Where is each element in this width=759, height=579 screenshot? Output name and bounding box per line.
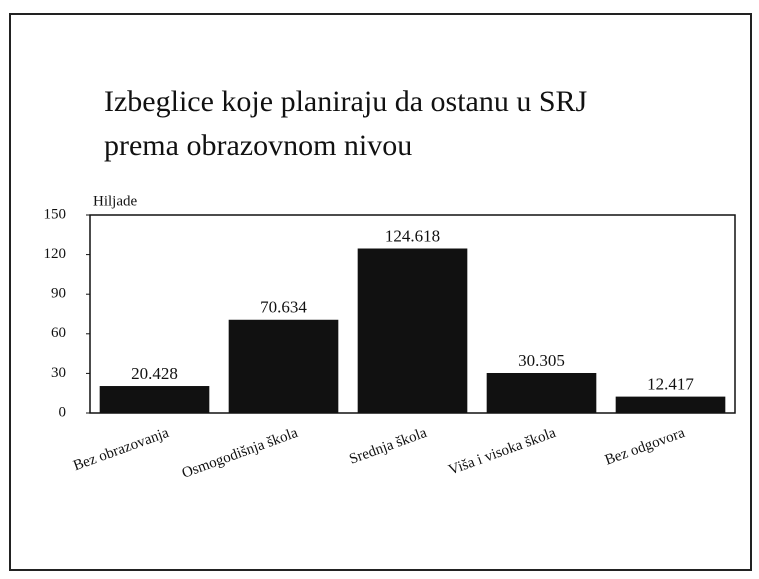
bar [486,372,597,413]
y-tick-label: 60 [51,325,66,341]
value-label: 124.618 [385,226,440,245]
bar [99,386,210,413]
bar [615,396,726,413]
value-label: 70.634 [260,298,307,317]
chart-title-line: prema obrazovnom nivou [104,129,412,162]
value-label: 30.305 [518,351,565,370]
y-tick-label: 0 [59,404,67,420]
y-axis-label: Hiljade [93,193,137,209]
value-label: 12.417 [647,375,694,394]
y-tick-label: 90 [51,286,66,302]
value-label: 20.428 [131,364,178,383]
y-tick-label: 30 [51,365,66,381]
chart-title-line: Izbeglice koje planiraju da ostanu u SRJ [104,85,588,118]
y-tick-label: 120 [44,246,67,262]
y-tick-label: 150 [44,206,67,222]
bar [357,248,468,413]
bar [228,319,339,413]
